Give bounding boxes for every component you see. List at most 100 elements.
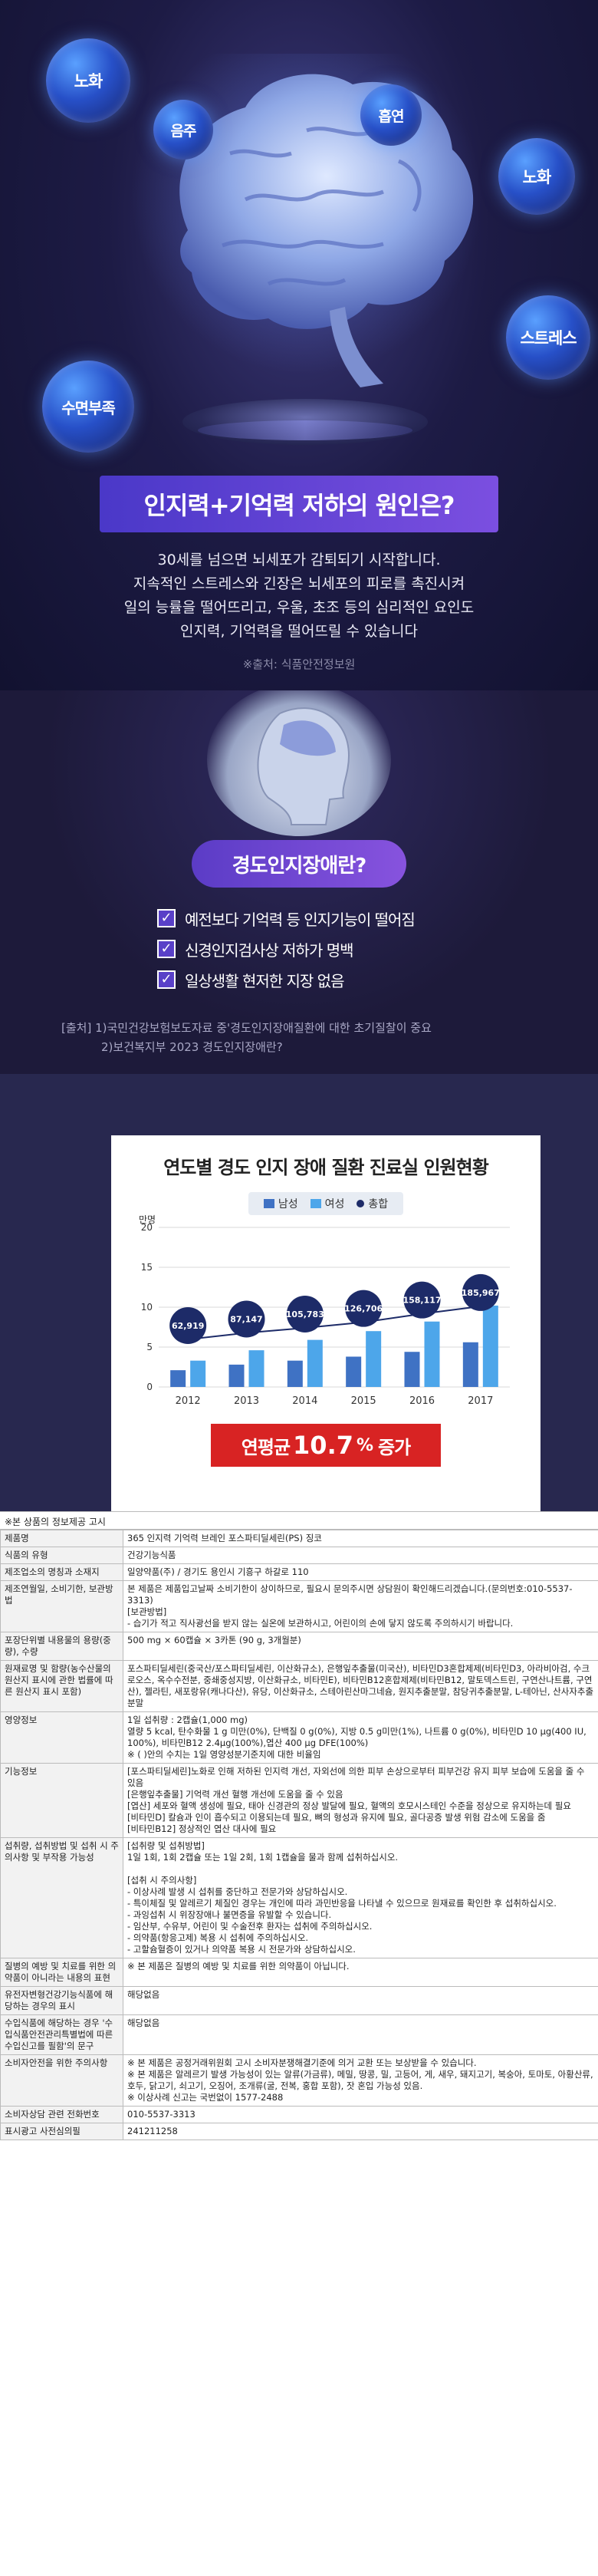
chart-legend: 남성 여성 총합 (111, 1192, 540, 1215)
info-key: 제조업소의 명칭과 소재지 (0, 1563, 123, 1581)
legend-label: 총합 (368, 1198, 389, 1211)
total-point (228, 1300, 265, 1338)
hero-body-line: 인지력, 기억력을 떨어뜨릴 수 있습니다 (180, 623, 418, 640)
bar-female (482, 1305, 498, 1387)
info-key: 질병의 예방 및 치료를 위한 의약품이 아니라는 내용의 표현 (0, 1958, 123, 1987)
info-key: 기능정보 (0, 1763, 123, 1838)
hero-body-line: 30세를 넘으면 뇌세포가 감퇴되기 시작합니다. (157, 552, 441, 568)
hero-title: 인지력+기억력 저하의 원인은? (143, 491, 455, 520)
info-row: 표시광고 사전심의필 241211258 (0, 2123, 598, 2140)
legend-label: 남성 (278, 1198, 298, 1211)
hero-body-line: 일의 능률을 떨어뜨리고, 우울, 초조 등의 심리적인 요인도 (123, 599, 475, 616)
banner-suffix: 증가 (378, 1436, 411, 1458)
checklist-item: ✓ 예전보다 기억력 등 인지기능이 떨어짐 (157, 907, 464, 930)
total-point (286, 1295, 324, 1332)
info-row: 수입식품에 해당하는 경우 '수입식품안전관리특별법에 따른 수입신고를 필함'… (0, 2014, 598, 2055)
checkbox-icon: ✓ (157, 940, 176, 958)
info-row: 소비자상담 관련 전화번호 010-5537-3313 (0, 2106, 598, 2123)
chart-card: 연도별 경도 인지 장애 질환 진료실 인원현황 남성 여성 총합 만명 0 5 10… (111, 1135, 540, 1519)
info-value: ※ 본 제품은 질병의 예방 및 치료를 위한 의약품이 아닙니다. (123, 1958, 598, 1987)
legend-swatch (310, 1199, 321, 1208)
banner-unit: % (356, 1435, 374, 1455)
product-info-section: ※본 상품의 정보제공 고시 제품명 365 인지력 기억력 브레인 포스파티딜세… (0, 1511, 598, 2143)
x-tick-label: 2013 (234, 1395, 259, 1407)
mci-label-text: 경도인지장애란? (232, 854, 367, 878)
checklist-text: 예전보다 기억력 등 인지기능이 떨어짐 (185, 910, 416, 929)
info-key: 제조연월일, 소비기한, 보관방법 (0, 1580, 123, 1632)
info-value: 해당없음 (123, 2014, 598, 2055)
info-row: 질병의 예방 및 치료를 위한 의약품이 아니라는 내용의 표현 ※ 본 제품은 … (0, 1958, 598, 1987)
info-value: 500 mg × 60캡슐 × 3카톤 (90 g, 3개월분) (123, 1632, 598, 1661)
x-tick-label: 2015 (351, 1395, 376, 1407)
total-point (345, 1290, 383, 1327)
bar-female (366, 1331, 382, 1387)
info-row: 원재료명 및 함량(농수산물의 원산지 표시에 관한 법률에 따른 원산지 표시… (0, 1660, 598, 1712)
symptom-checklist: ✓ 예전보다 기억력 등 인지기능이 떨어짐 ✓ 신경인지검사상 저하가 명백 … (157, 907, 464, 999)
info-row: 포장단위별 내용물의 용량(중량), 수량 500 mg × 60캡슐 × 3카톤… (0, 1632, 598, 1661)
info-row: 제조업소의 명칭과 소재지 일양약품(주) / 경기도 용인시 기흥구 하갈로 1… (0, 1563, 598, 1581)
info-value: 해당없음 (123, 1986, 598, 2015)
hero-body: 30세를 넘으면 뇌세포가 감퇴되기 시작합니다. 지속적인 스트레스와 긴장은… (0, 548, 598, 644)
checklist-text: 신경인지검사상 저하가 명백 (185, 940, 354, 960)
total-data-label: 158,117 (402, 1296, 441, 1306)
y-tick-label: 0 (146, 1382, 153, 1392)
total-data-label: 87,147 (230, 1314, 262, 1324)
banner-prefix: 연평균 (241, 1436, 291, 1458)
bar-female (424, 1321, 440, 1387)
info-value: ※ 본 제품은 공정거래위원회 고시 소비자분쟁해결기준에 의거 교환 또는 보… (123, 2054, 598, 2107)
legend-item-male: 남성 (263, 1196, 298, 1211)
bar-male (170, 1370, 186, 1387)
bar-female (190, 1360, 206, 1387)
info-row: 기능정보 [포스파티딜세린]노화로 인해 저하된 인지력 개선, 자외선에 의한 … (0, 1763, 598, 1838)
cause-bubble-drinking: 음주 (153, 100, 213, 160)
info-row: 영양정보 1일 섭취량 : 2캡슐(1,000 mg) 열량 5 kcal, 탄수… (0, 1711, 598, 1764)
legend-dot (356, 1200, 365, 1207)
info-value: 일양약품(주) / 경기도 용인시 기흥구 하갈로 110 (123, 1563, 598, 1581)
info-row: 제조연월일, 소비기한, 보관방법 본 제품은 제품입고날짜 소비기한이 상이하므… (0, 1580, 598, 1632)
info-key: 표시광고 사전심의필 (0, 2123, 123, 2140)
info-value: 1일 섭취량 : 2캡슐(1,000 mg) 열량 5 kcal, 탄수화물 1… (123, 1711, 598, 1764)
info-value: 010-5537-3313 (123, 2106, 598, 2123)
bar-male (404, 1352, 420, 1387)
hero-section: 노화 음주 흡연 노화 스트레스 수면부족 인지력+기억력 저하의 원인은? 3… (0, 0, 598, 690)
mci-source: [출처] 1)국민건강보험보도자료 중'경도인지장애질환에 대한 초기질찰이 중… (61, 1019, 567, 1057)
total-data-label: 105,783 (286, 1309, 324, 1319)
info-value: 본 제품은 제품입고날짜 소비기한이 상이하므로, 필요시 문의주시면 상담원이… (123, 1580, 598, 1632)
bar-female (307, 1339, 323, 1387)
hero-source: ※출처: 식품안전정보원 (242, 657, 356, 671)
total-data-label: 185,967 (462, 1288, 500, 1298)
mci-label: 경도인지장애란? (192, 840, 406, 888)
banner-number: 10.7 (293, 1431, 353, 1460)
info-key: 소비자상담 관련 전화번호 (0, 2106, 123, 2123)
y-axis-label: 만명 (139, 1214, 156, 1225)
info-row: 제품명 365 인지력 기억력 브레인 포스파티딜세린(PS) 징코 (0, 1530, 598, 1547)
y-tick-label: 20 (141, 1222, 153, 1233)
info-key: 식품의 유형 (0, 1547, 123, 1564)
bar-male (346, 1356, 362, 1387)
info-key: 제품명 (0, 1530, 123, 1547)
product-info-table: 제품명 365 인지력 기억력 브레인 포스파티딜세린(PS) 징코 식품의 유형 건… (0, 1530, 598, 2140)
cause-bubble-stress: 스트레스 (506, 295, 590, 380)
checklist-item: ✓ 신경인지검사상 저하가 명백 (157, 937, 464, 960)
cause-bubble-sleep: 수면부족 (42, 361, 134, 453)
checkbox-icon: ✓ (157, 909, 176, 927)
info-row: 식품의 유형 건강기능식품 (0, 1547, 598, 1564)
y-tick-label: 10 (141, 1302, 153, 1313)
legend-item-female: 여성 (310, 1196, 344, 1211)
total-data-label: 62,919 (172, 1321, 204, 1331)
x-tick-label: 2017 (468, 1395, 493, 1407)
x-tick-label: 2012 (176, 1395, 201, 1407)
y-tick-label: 5 (146, 1342, 153, 1352)
info-value: 포스파티딜세린(중국산/포스파티딜세린, 이산화규소), 은행잎추출물(미국산)… (123, 1660, 598, 1712)
cause-bubble-smoking: 흡연 (360, 84, 422, 146)
mci-source-line: 2)보건복지부 2023 경도인지장애란? (101, 1040, 283, 1054)
info-heading: ※본 상품의 정보제공 고시 (0, 1511, 598, 1530)
total-data-label: 126,706 (344, 1304, 383, 1314)
bar-male (462, 1342, 478, 1387)
chart-title: 연도별 경도 인지 장애 질환 진료실 인원현황 (163, 1157, 489, 1178)
legend-swatch (263, 1199, 274, 1208)
y-tick-label: 15 (141, 1262, 153, 1273)
info-key: 소비자안전을 위한 주의사항 (0, 2054, 123, 2107)
x-tick-label: 2016 (409, 1395, 435, 1407)
info-key: 수입식품에 해당하는 경우 '수입식품안전관리특별법에 따른 수입신고를 필함'… (0, 2014, 123, 2055)
